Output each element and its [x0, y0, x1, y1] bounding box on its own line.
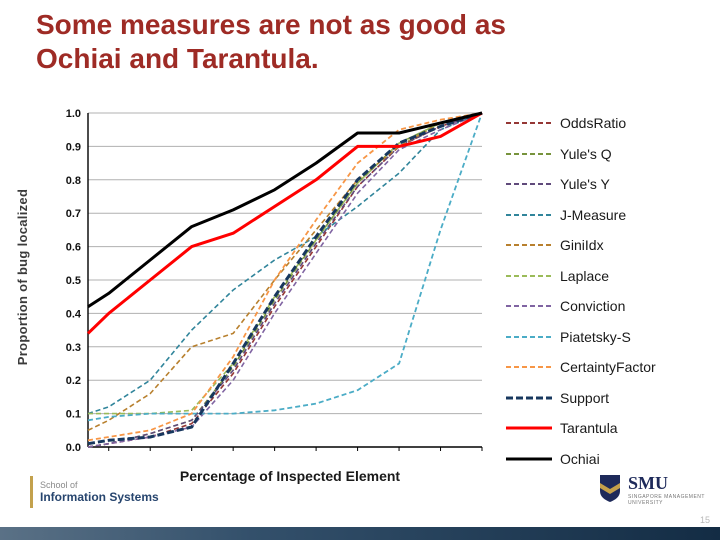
chart-area: 0.00.10.20.30.40.50.60.70.80.91.00.10.20…: [36, 100, 506, 467]
legend-label: Tarantula: [560, 420, 618, 437]
legend-item: Ochiai: [505, 451, 713, 467]
smu-logo: SMU SINGAPORE MANAGEMENT UNIVERSITY: [598, 474, 706, 506]
legend-label: Yule's Y: [560, 176, 610, 193]
y-tick-label: 0.8: [66, 175, 81, 187]
legend-label: OddsRatio: [560, 115, 627, 131]
legend-label: Ochiai: [560, 450, 600, 467]
y-tick-label: 0.6: [66, 242, 81, 254]
smu-acronym-label: SMU: [628, 473, 668, 493]
line-chart: 0.00.10.20.30.40.50.60.70.80.91.00.10.20…: [66, 108, 490, 467]
legend-item: J-Measure: [505, 207, 713, 223]
legend-line-sample: [506, 366, 552, 369]
slide-title-line1: Some measures are not as good as: [36, 9, 506, 40]
legend-item: Yule's Y: [505, 176, 713, 192]
smu-shield-icon: [600, 475, 620, 502]
legend-line-sample: [506, 457, 552, 461]
y-tick-label: 1.0: [66, 108, 81, 120]
y-tick-label: 0.4: [66, 308, 82, 320]
chart-legend: OddsRatio Yule's Q Yule's Y J-Measure GiniId…: [505, 115, 713, 467]
legend-item: Laplace: [505, 268, 713, 284]
legend-line-sample: [506, 152, 552, 155]
slide-title-line2: Ochiai and Tarantula.: [36, 43, 319, 75]
legend-label: Piatetsky-S: [560, 328, 631, 345]
y-tick-label: 0.2: [66, 375, 81, 387]
series-line: [87, 111, 483, 308]
legend-line-sample: [506, 122, 552, 124]
y-tick-label: 0.3: [66, 342, 81, 354]
legend-item: Tarantula: [505, 420, 713, 436]
series-line: [86, 111, 483, 335]
legend-item: Support: [505, 390, 713, 406]
school-logo: School of Information Systems: [30, 476, 159, 508]
series-line: [87, 112, 483, 442]
x-axis-label: Percentage of Inspected Element: [179, 468, 401, 484]
legend-label: Yule's Q: [560, 145, 612, 162]
legend-line-sample: [506, 213, 552, 216]
y-tick-label: 0.5: [66, 275, 81, 287]
legend-line-sample: [506, 426, 552, 430]
series-line: [87, 111, 483, 446]
legend-line-sample: [506, 183, 552, 186]
page-number: 15: [699, 515, 710, 525]
legend-label: Laplace: [560, 267, 610, 284]
legend-line-sample: [506, 396, 552, 400]
y-axis-label: Proportion of bug localized: [15, 188, 30, 366]
legend-label: J-Measure: [560, 206, 627, 223]
smu-name-label: SINGAPORE MANAGEMENT UNIVERSITY: [628, 494, 705, 506]
legend-line-sample: [506, 305, 552, 308]
series-line: [87, 112, 483, 415]
legend-line-sample: [506, 274, 552, 277]
y-tick-label: 0.1: [66, 409, 81, 421]
series-line: [87, 112, 483, 448]
legend-item: Conviction: [505, 298, 713, 314]
y-tick-label: 0.7: [66, 208, 81, 220]
slide-title: Some measures are not as good as Ochiai …: [36, 8, 696, 76]
school-of-label: School of: [40, 480, 78, 490]
legend-label: Conviction: [560, 298, 626, 315]
logo-divider-bar: [30, 476, 33, 508]
series-line: [87, 112, 483, 422]
legend-line-sample: [506, 335, 552, 338]
legend-label: GiniIdx: [560, 237, 604, 254]
bottom-accent-bar: [0, 527, 720, 540]
legend-label: CertaintyFactor: [560, 359, 656, 376]
legend-item: Yule's Q: [505, 146, 713, 162]
legend-line-sample: [506, 244, 552, 247]
legend-item: Piatetsky-S: [505, 329, 713, 345]
y-tick-label: 0.0: [66, 442, 81, 452]
legend-label: Support: [560, 389, 610, 406]
school-name-label: Information Systems: [40, 490, 159, 504]
y-tick-label: 0.9: [66, 141, 81, 153]
legend-item: CertaintyFactor: [505, 359, 713, 375]
legend-item: OddsRatio: [505, 115, 713, 131]
legend-item: GiniIdx: [505, 237, 713, 253]
